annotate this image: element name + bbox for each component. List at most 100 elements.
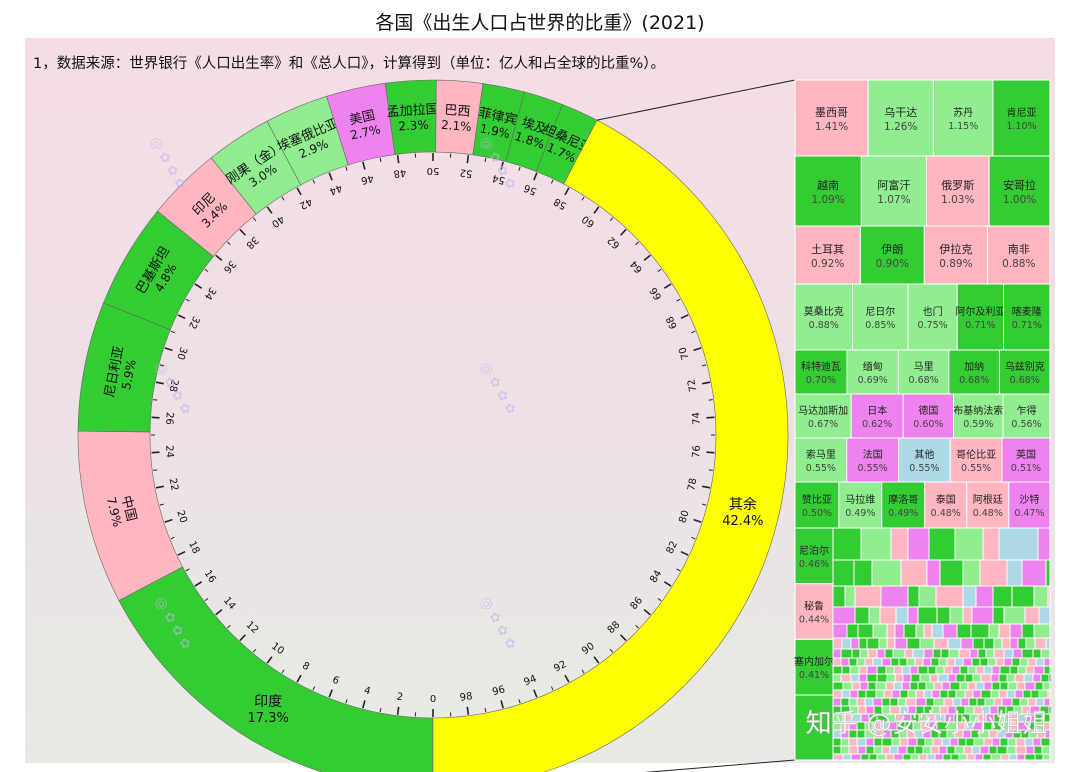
treemap-cell	[832, 745, 842, 755]
treemap-cell	[972, 673, 982, 683]
treemap-cell	[902, 673, 912, 683]
treemap-cell	[1012, 648, 1023, 659]
treemap-cell	[876, 753, 887, 761]
scale-tick-label: 10	[269, 641, 286, 657]
treemap-cell	[991, 665, 1001, 675]
treemap-cell	[832, 737, 842, 747]
scale-tick	[312, 686, 316, 691]
treemap-cell	[854, 606, 870, 625]
donut-slice-label: 其余	[729, 496, 757, 513]
treemap-cell	[860, 155, 927, 227]
treemap-cell	[923, 623, 933, 639]
scale-tick	[185, 298, 190, 302]
treemap-cell	[867, 681, 877, 691]
treemap-cell	[844, 585, 856, 608]
treemap-cell	[932, 79, 994, 157]
scale-tick	[635, 241, 639, 246]
treemap-cell	[919, 673, 931, 683]
treemap-cell	[1040, 648, 1051, 659]
scale-tick-label: 98	[459, 691, 473, 704]
treemap-cell-label: 越南	[817, 178, 839, 192]
treemap-cell	[876, 665, 887, 675]
scale-tick	[663, 581, 672, 587]
treemap-cell	[1007, 681, 1018, 691]
treemap-cell	[872, 697, 883, 707]
treemap-cell	[903, 623, 917, 639]
treemap-cell-value: 0.92%	[811, 258, 844, 270]
treemap-chart: 墨西哥 1.41% 乌干达 1.26% 苏丹 1.15% 肯尼亚 1.10% 越南 1.09% 阿富…	[794, 79, 1051, 761]
treemap-cell	[937, 673, 949, 683]
treemap-cell	[1033, 585, 1049, 608]
treemap-cell	[974, 753, 984, 761]
treemap-cell	[973, 737, 985, 747]
treemap-cell	[909, 665, 919, 675]
treemap-cell	[1047, 689, 1051, 699]
treemap-cell	[886, 673, 896, 683]
treemap-cell	[966, 481, 1010, 529]
treemap-cell	[925, 155, 990, 227]
scale-tick	[396, 155, 400, 164]
treemap-cell	[832, 665, 843, 675]
treemap-cell	[1024, 737, 1034, 747]
treemap-cell	[1040, 673, 1050, 683]
chart-subtitle: 1，数据来源：世界银行《人口出生率》和《总人口》，计算得到（单位：亿人和占全球的…	[33, 56, 665, 72]
treemap-cell	[1034, 681, 1044, 691]
treemap-cell	[941, 737, 951, 747]
treemap-cell	[866, 673, 878, 683]
scale-tick-label: 48	[393, 166, 407, 179]
treemap-cell-value: 0.70%	[806, 375, 836, 386]
scale-tick	[227, 624, 231, 629]
treemap-cell	[922, 657, 932, 667]
scale-tick	[296, 674, 302, 683]
scale-tick	[691, 330, 696, 334]
scale-tick-label: 78	[686, 477, 699, 492]
treemap-cell-label: 马里	[914, 361, 934, 373]
treemap-cell	[832, 689, 843, 699]
scale-tick	[701, 381, 711, 385]
scale-tick	[691, 536, 696, 540]
treemap-cell	[931, 689, 941, 699]
treemap-cell	[832, 753, 844, 761]
scale-tick	[643, 609, 651, 616]
treemap-cell	[982, 527, 1000, 561]
treemap-cell	[889, 697, 899, 707]
treemap-cell	[917, 606, 938, 625]
treemap-cell-value: 0.55%	[961, 463, 991, 474]
treemap-cell	[1043, 657, 1051, 667]
scale-tick	[657, 268, 662, 273]
treemap-cell	[858, 673, 868, 683]
scale-tick	[708, 469, 713, 471]
treemap-cell	[993, 637, 1003, 650]
treemap-cell	[907, 585, 920, 608]
scale-tick	[252, 648, 257, 653]
treemap-cell	[891, 689, 901, 699]
treemap-cell	[942, 623, 958, 639]
scale-tick-label: 18	[186, 540, 201, 556]
treemap-cell	[1008, 753, 1018, 761]
treemap-cell	[1007, 737, 1017, 747]
treemap-cell	[992, 585, 1013, 608]
treemap-cell	[841, 665, 851, 675]
treemap-cell	[1015, 737, 1026, 747]
treemap-cell	[1032, 673, 1042, 683]
treemap-cell-value: 0.49%	[845, 508, 875, 519]
scale-tick	[609, 648, 614, 653]
treemap-cell	[841, 689, 851, 699]
treemap-cell	[1002, 393, 1051, 439]
scale-tick	[153, 399, 158, 401]
treemap-cell-value: 0.88%	[1002, 258, 1035, 270]
treemap-cell	[841, 637, 852, 650]
treemap-cell	[953, 393, 1004, 439]
treemap-cell	[923, 648, 934, 659]
donut-slice-label: 美国	[348, 108, 377, 128]
treemap-cell	[849, 665, 860, 675]
treemap-cell	[1019, 657, 1029, 667]
treemap-cell	[1008, 481, 1051, 529]
scale-tick	[159, 364, 164, 367]
treemap-cell-label: 日本	[867, 404, 887, 417]
scale-tick-label: 24	[163, 445, 175, 458]
scale-tick	[362, 161, 366, 170]
treemap-cell-label: 索马里	[806, 448, 836, 461]
treemap-cell-value: 0.55%	[806, 463, 836, 474]
treemap-cell	[832, 585, 846, 608]
